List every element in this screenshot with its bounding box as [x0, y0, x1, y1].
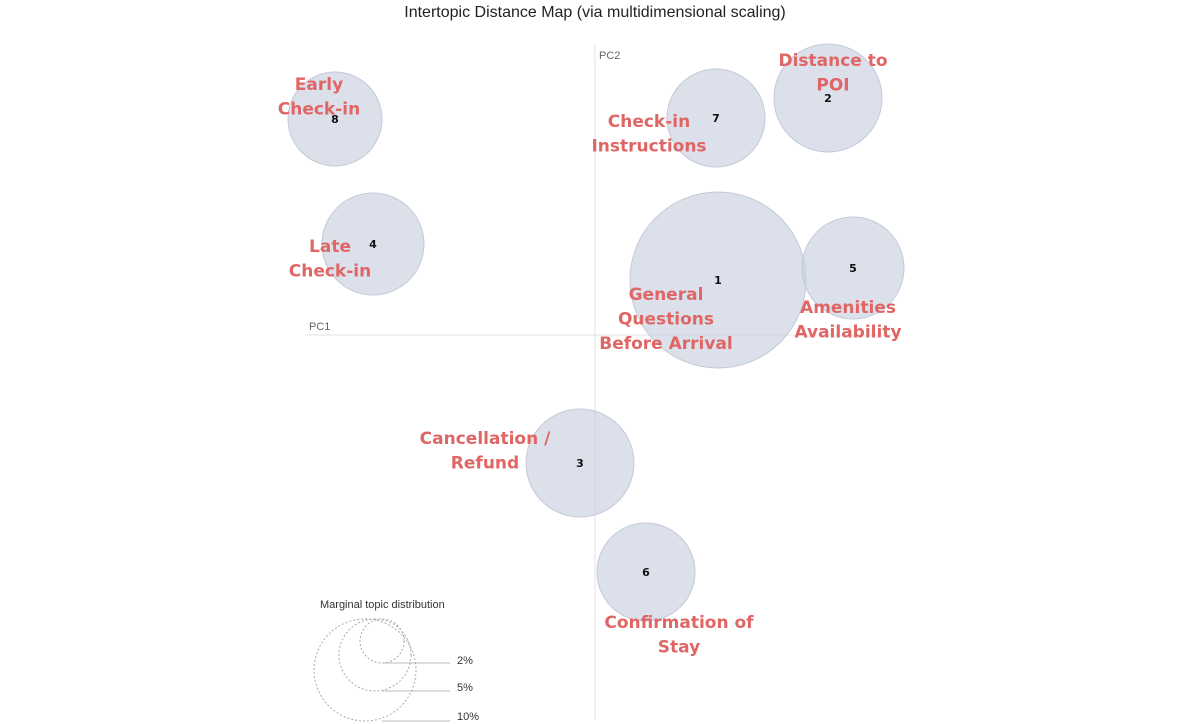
topic-number-1: 1	[714, 274, 722, 287]
topic-number-5: 5	[849, 262, 857, 275]
chart-title: Intertopic Distance Map (via multidimens…	[404, 4, 786, 21]
topic-label-line: General	[629, 285, 704, 305]
topic-label-line: Instructions	[591, 137, 706, 157]
topic-label-line: Questions	[618, 310, 714, 330]
topic-label-2: Distance to POI	[778, 51, 887, 96]
legend-circle-1	[359, 618, 405, 664]
topic-bubble-6[interactable]	[596, 522, 696, 622]
legend-circle-2	[338, 618, 412, 692]
topic-number-2: 2	[824, 92, 832, 105]
legend-entry-3: 10%	[457, 711, 479, 723]
topic-bubble-2[interactable]	[773, 43, 883, 153]
topic-label-line: Distance to	[778, 51, 887, 71]
topic-label-line: Cancellation /	[420, 429, 551, 449]
topic-label-line: Availability	[794, 323, 901, 343]
topic-label-5: Amenities Availability	[794, 298, 901, 343]
topic-number-3: 3	[576, 457, 584, 470]
topic-label-6: Confirmation of Stay	[604, 613, 754, 658]
topic-label-line: Stay	[658, 638, 700, 658]
topic-number-6: 6	[642, 566, 650, 579]
topic-number-4: 4	[369, 238, 377, 251]
topic-bubble-4[interactable]	[321, 192, 425, 296]
topic-label-4: Late Check-in	[289, 237, 371, 282]
topic-label-line: Confirmation of	[604, 613, 754, 633]
topic-bubble-8[interactable]	[287, 71, 383, 167]
topic-label-line: Before Arrival	[599, 334, 733, 354]
topic-label-line: Amenities	[800, 298, 896, 318]
marginal-topic-legend: Marginal topic distribution 2% 5% 10%	[313, 599, 479, 723]
topic-label-line: Check-in	[278, 100, 360, 120]
topic-label-line: Refund	[451, 454, 519, 474]
topic-label-3: Cancellation / Refund	[420, 429, 551, 474]
topic-label-7: Check-in Instructions	[591, 112, 706, 157]
pc1-axis-label: PC1	[309, 321, 330, 333]
legend-circle-3	[313, 618, 417, 722]
topic-number-8: 8	[331, 113, 339, 126]
legend-title: Marginal topic distribution	[320, 599, 445, 611]
topic-label-1: General Questions Before Arrival	[599, 285, 733, 354]
topic-bubbles: 1 2 3 4 5 6 7 8	[287, 43, 905, 622]
topic-bubble-5[interactable]	[801, 216, 905, 320]
legend-entry-2: 5%	[457, 682, 473, 694]
pc2-axis-label: PC2	[599, 50, 620, 62]
topic-label-line: Late	[309, 237, 351, 257]
topic-label-line: Check-in	[608, 112, 690, 132]
topic-number-7: 7	[712, 112, 720, 125]
topic-label-line: Check-in	[289, 262, 371, 282]
legend-entry-1: 2%	[457, 655, 473, 667]
topic-bubble-3[interactable]	[525, 408, 635, 518]
topic-label-8: Early Check-in	[278, 75, 360, 120]
topic-label-line: POI	[816, 76, 849, 96]
topic-bubble-7[interactable]	[666, 68, 766, 168]
topic-annotations: General Questions Before Arrival Distance t…	[278, 51, 902, 658]
topic-label-line: Early	[295, 75, 343, 95]
